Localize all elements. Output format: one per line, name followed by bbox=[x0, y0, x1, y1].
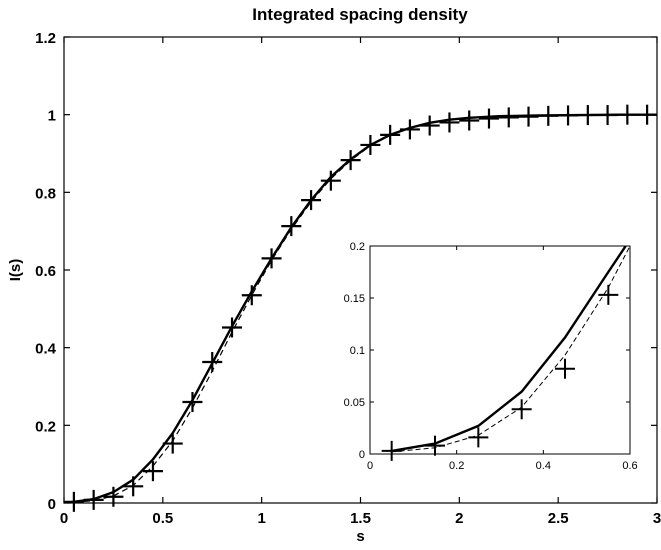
inset-y-tick-label: 0.05 bbox=[344, 397, 365, 409]
inset-data-point-plus bbox=[511, 399, 532, 420]
inset-data-point-plus bbox=[598, 284, 619, 305]
main-data-point-plus bbox=[83, 489, 104, 510]
inset-data-point-plus bbox=[425, 435, 445, 456]
main-x-tick-label: 1 bbox=[257, 510, 265, 527]
main-data-point-plus bbox=[202, 352, 223, 373]
main-data-point-plus bbox=[538, 105, 559, 126]
main-data-point-plus bbox=[182, 392, 203, 413]
main-y-tick-label: 0 bbox=[48, 496, 56, 513]
main-x-tick-label: 3 bbox=[653, 510, 661, 527]
inset-data-point-plus bbox=[381, 440, 402, 461]
main-data-point-plus bbox=[281, 216, 302, 237]
main-data-point-plus bbox=[320, 170, 341, 191]
inset-y-tick-label: 0.15 bbox=[344, 293, 365, 305]
main-x-axis-label: s bbox=[356, 528, 364, 545]
main-x-tick-label: 0.5 bbox=[152, 510, 173, 527]
inset-x-tick-label: 0.2 bbox=[449, 460, 464, 472]
main-y-tick-label: 1.2 bbox=[35, 30, 56, 47]
main-y-axis-label: I(s) bbox=[7, 259, 24, 282]
main-data-point-plus bbox=[301, 190, 322, 211]
main-data-point-plus bbox=[162, 433, 183, 454]
main-data-point-plus bbox=[419, 115, 440, 136]
inset-axes: 0 0.2 0.4 0.6 0 0.05 0.1 0.15 0.2 bbox=[344, 241, 638, 472]
main-data-point-plus bbox=[241, 285, 262, 306]
main-data-point-plus bbox=[142, 461, 163, 482]
main-data-point-plus bbox=[577, 105, 598, 126]
main-data-point-plus bbox=[637, 104, 658, 125]
main-data-point-plus bbox=[439, 112, 460, 133]
inset-data-point-plus bbox=[555, 358, 575, 379]
inset-y-tick-label: 0.2 bbox=[350, 241, 365, 253]
main-data-point-plus bbox=[222, 317, 243, 338]
main-data-point-plus bbox=[597, 105, 618, 126]
main-data-point-plus bbox=[617, 104, 638, 125]
main-y-tick-label: 0.2 bbox=[35, 418, 56, 435]
inset-x-tick-label: 0 bbox=[367, 460, 373, 472]
main-data-point-plus bbox=[261, 248, 282, 269]
main-y-tick-label: 0.4 bbox=[35, 341, 57, 358]
main-data-point-plus bbox=[340, 150, 361, 171]
main-data-point-plus bbox=[478, 108, 499, 129]
main-data-point-plus bbox=[518, 106, 539, 127]
main-x-tick-label: 2.5 bbox=[548, 510, 569, 527]
main-y-tick-label: 0.6 bbox=[35, 263, 56, 280]
main-x-tick-label: 2 bbox=[455, 510, 463, 527]
main-x-tick-label: 0 bbox=[60, 510, 68, 527]
inset-y-tick-label: 0.1 bbox=[350, 345, 365, 357]
main-x-tick-label: 1.5 bbox=[350, 510, 371, 527]
inset-y-tick-label: 0 bbox=[359, 449, 365, 461]
main-data-point-plus bbox=[360, 134, 381, 155]
main-y-tick-label: 1 bbox=[48, 108, 56, 125]
inset-x-tick-label: 0.6 bbox=[622, 460, 637, 472]
main-data-point-plus bbox=[380, 124, 401, 145]
main-data-point-plus bbox=[123, 476, 144, 497]
main-data-point-plus bbox=[498, 107, 519, 128]
main-data-point-plus bbox=[459, 110, 480, 131]
main-data-point-plus bbox=[399, 119, 420, 140]
main-data-point-plus bbox=[103, 486, 124, 507]
main-data-point-plus bbox=[558, 105, 579, 126]
inset-data-point-plus bbox=[468, 427, 489, 448]
main-y-tick-label: 0.8 bbox=[35, 185, 56, 202]
inset-plot-frame bbox=[369, 245, 631, 455]
chart-title: Integrated spacing density bbox=[252, 5, 468, 24]
main-data-point-plus bbox=[63, 491, 84, 512]
inset-x-tick-label: 0.4 bbox=[536, 460, 551, 472]
